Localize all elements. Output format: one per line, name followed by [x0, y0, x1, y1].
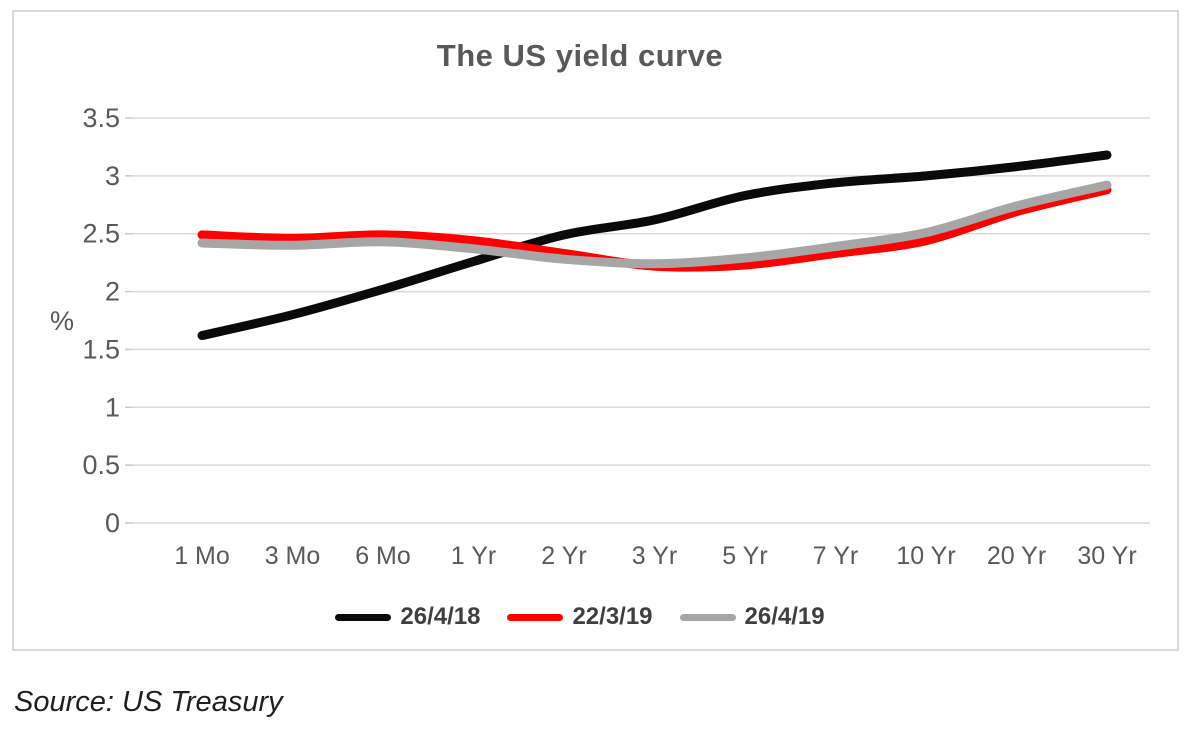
y-axis-unit-label: % — [50, 306, 75, 336]
legend-dash-icon — [507, 613, 564, 621]
legend-item-22-3-19: 22/3/19 — [507, 603, 653, 631]
legend-label: 26/4/19 — [744, 603, 825, 630]
legend-label: 22/3/19 — [572, 603, 653, 630]
legend-item-26-4-18: 26/4/18 — [335, 603, 480, 631]
chart-legend: 26/4/18 22/3/19 26/4/19 — [0, 601, 1160, 633]
legend-dash-icon — [335, 613, 392, 621]
legend-item-26-4-19: 26/4/19 — [679, 603, 825, 631]
legend-dash-icon — [679, 613, 736, 621]
chart-frame — [12, 10, 1179, 651]
chart-title: The US yield curve — [436, 38, 724, 73]
legend-label: 26/4/18 — [400, 603, 481, 630]
source-note: Source: US Treasury — [14, 686, 283, 718]
